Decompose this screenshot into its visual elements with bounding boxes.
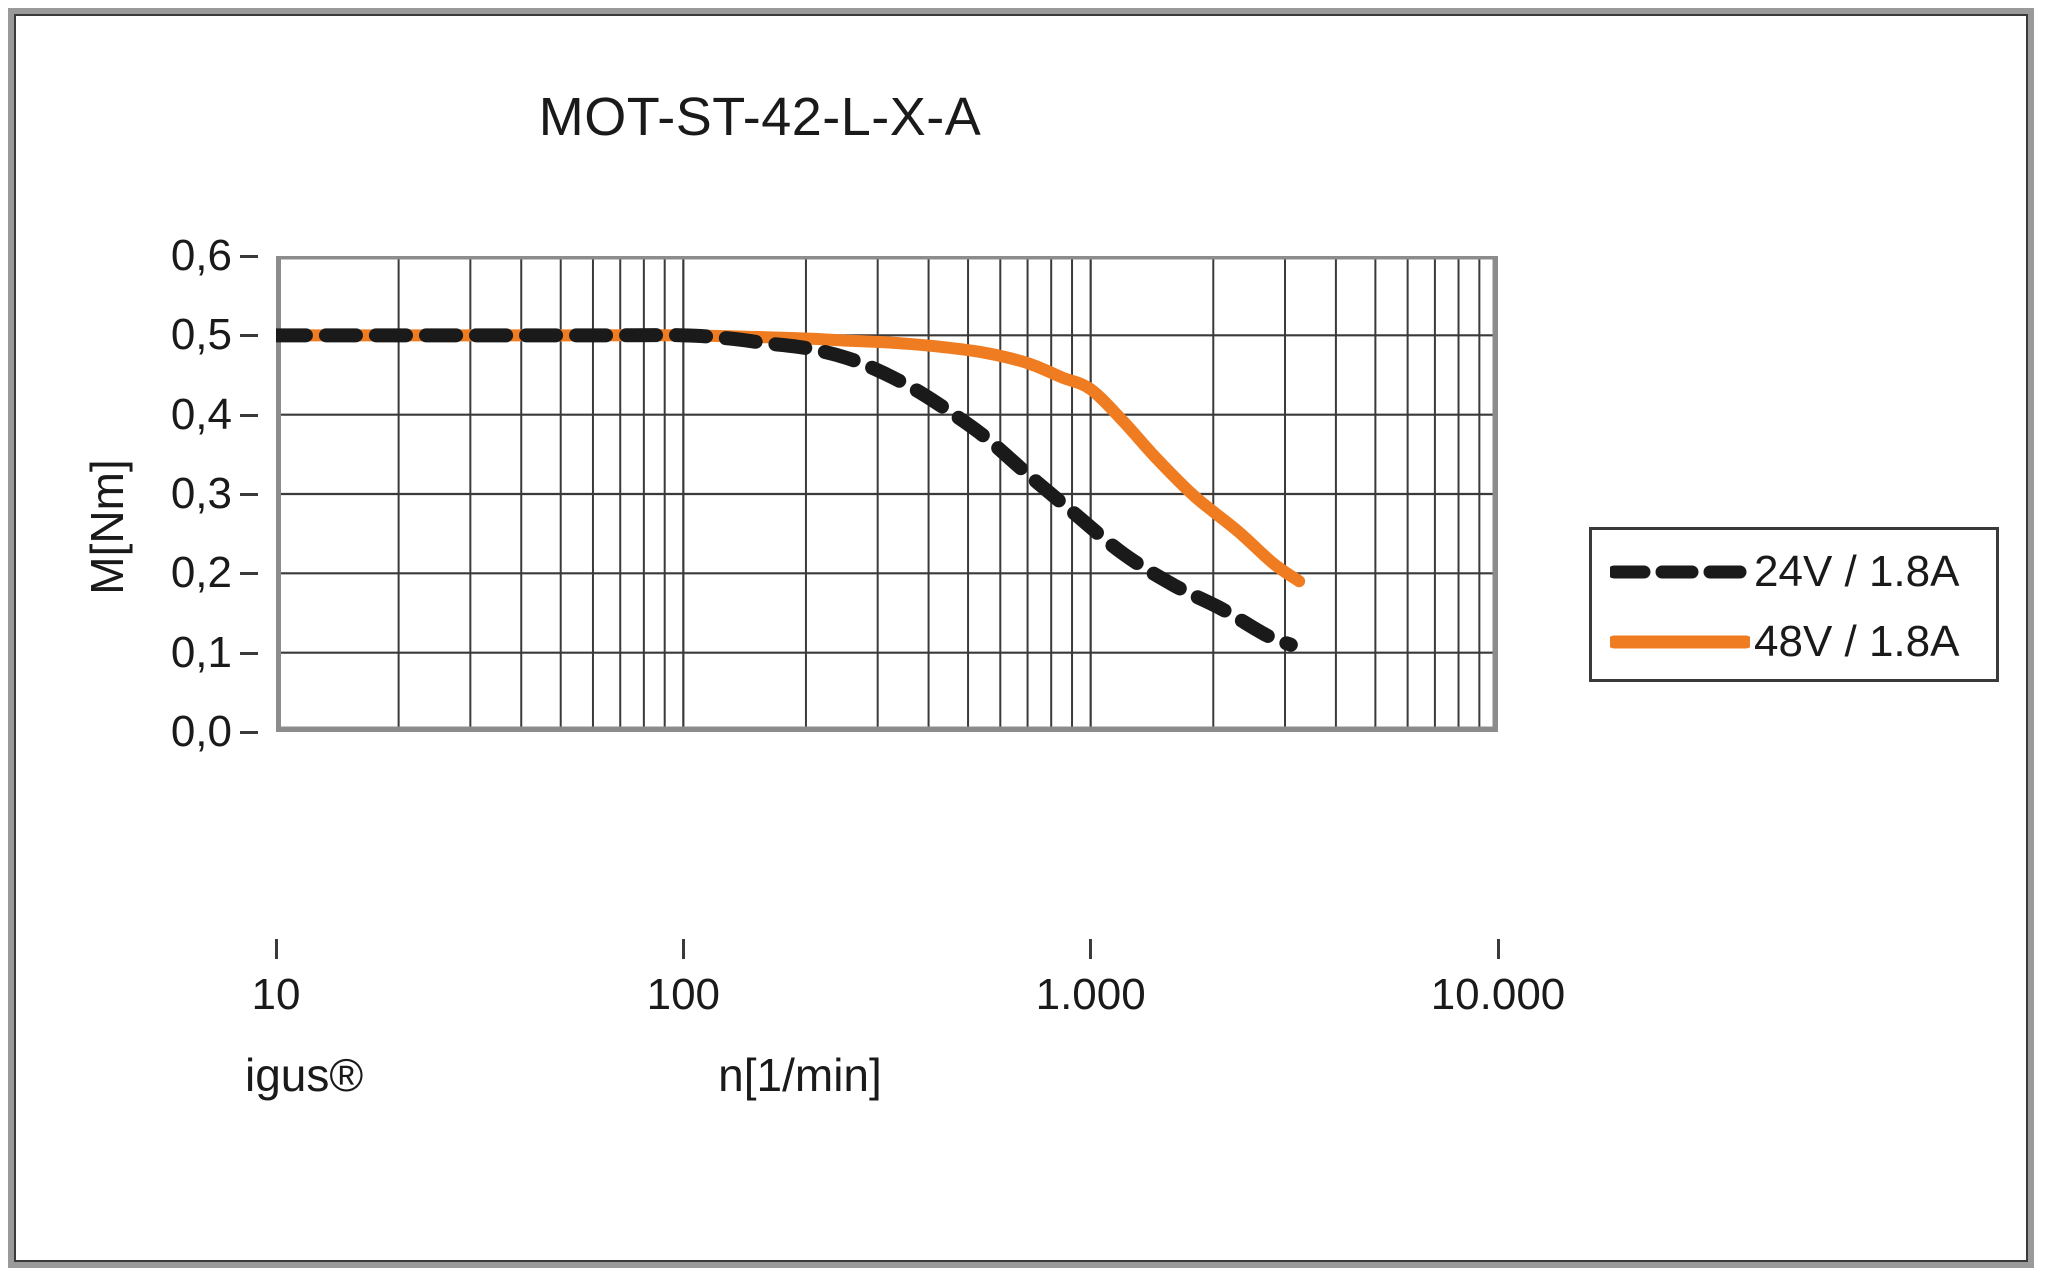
x-tick-mark [1496, 939, 1500, 959]
solid-line-icon [1610, 622, 1750, 662]
plot-svg [276, 256, 1498, 732]
y-tick-mark [240, 493, 258, 496]
series-line-24v18a [276, 328, 1298, 652]
legend-label-24v: 24V / 1.8A [1754, 547, 1960, 596]
legend-item-24v: 24V / 1.8A [1592, 542, 1996, 602]
legend: 24V / 1.8A 48V / 1.8A [1589, 527, 1999, 682]
x-axis-tick-labels: 10 100 1.000 10.000 [252, 939, 1565, 1019]
series-line-48v18a [276, 329, 1306, 588]
x-tick-label: 10.000 [1430, 970, 1566, 1019]
y-tick-mark [240, 255, 258, 258]
y-axis-tick-labels: 0,0 0,1 0,2 0,3 0,4 0,5 0,6 [130, 234, 258, 754]
y-tick-label: 0,4 [170, 389, 232, 439]
y-tick-mark [240, 731, 258, 734]
y-tick-mark [240, 334, 258, 338]
page-frame-outer [8, 8, 2034, 1268]
dashed-line-icon [1610, 552, 1750, 592]
y-tick-mark [240, 413, 258, 417]
plot-area [276, 256, 1498, 732]
y-tick-label: 0,5 [170, 310, 232, 360]
y-tick-label: 0,3 [170, 469, 232, 518]
x-tick-label: 1.000 [1035, 970, 1146, 1019]
page-title: MOT-ST-42-L-X-A [538, 87, 982, 147]
x-axis-title: n[1/min] [718, 1049, 882, 1101]
y-tick-label: 0,6 [170, 231, 232, 280]
y-tick-label: 0,2 [170, 548, 232, 598]
y-tick-mark [240, 572, 258, 576]
x-tick-mark [681, 939, 685, 959]
x-tick-mark [1089, 939, 1093, 959]
y-tick-label: 0,0 [170, 707, 232, 756]
x-tick-mark [274, 939, 278, 959]
y-tick-label: 0,1 [170, 627, 232, 677]
page-frame-inner [14, 14, 2028, 1262]
legend-item-48v: 48V / 1.8A [1592, 612, 1996, 672]
y-tick-mark [240, 651, 258, 655]
x-tick-label: 100 [646, 970, 721, 1019]
legend-label-48v: 48V / 1.8A [1754, 617, 1960, 666]
x-tick-label: 10 [251, 970, 301, 1019]
brand-label: igus® [245, 1049, 364, 1101]
